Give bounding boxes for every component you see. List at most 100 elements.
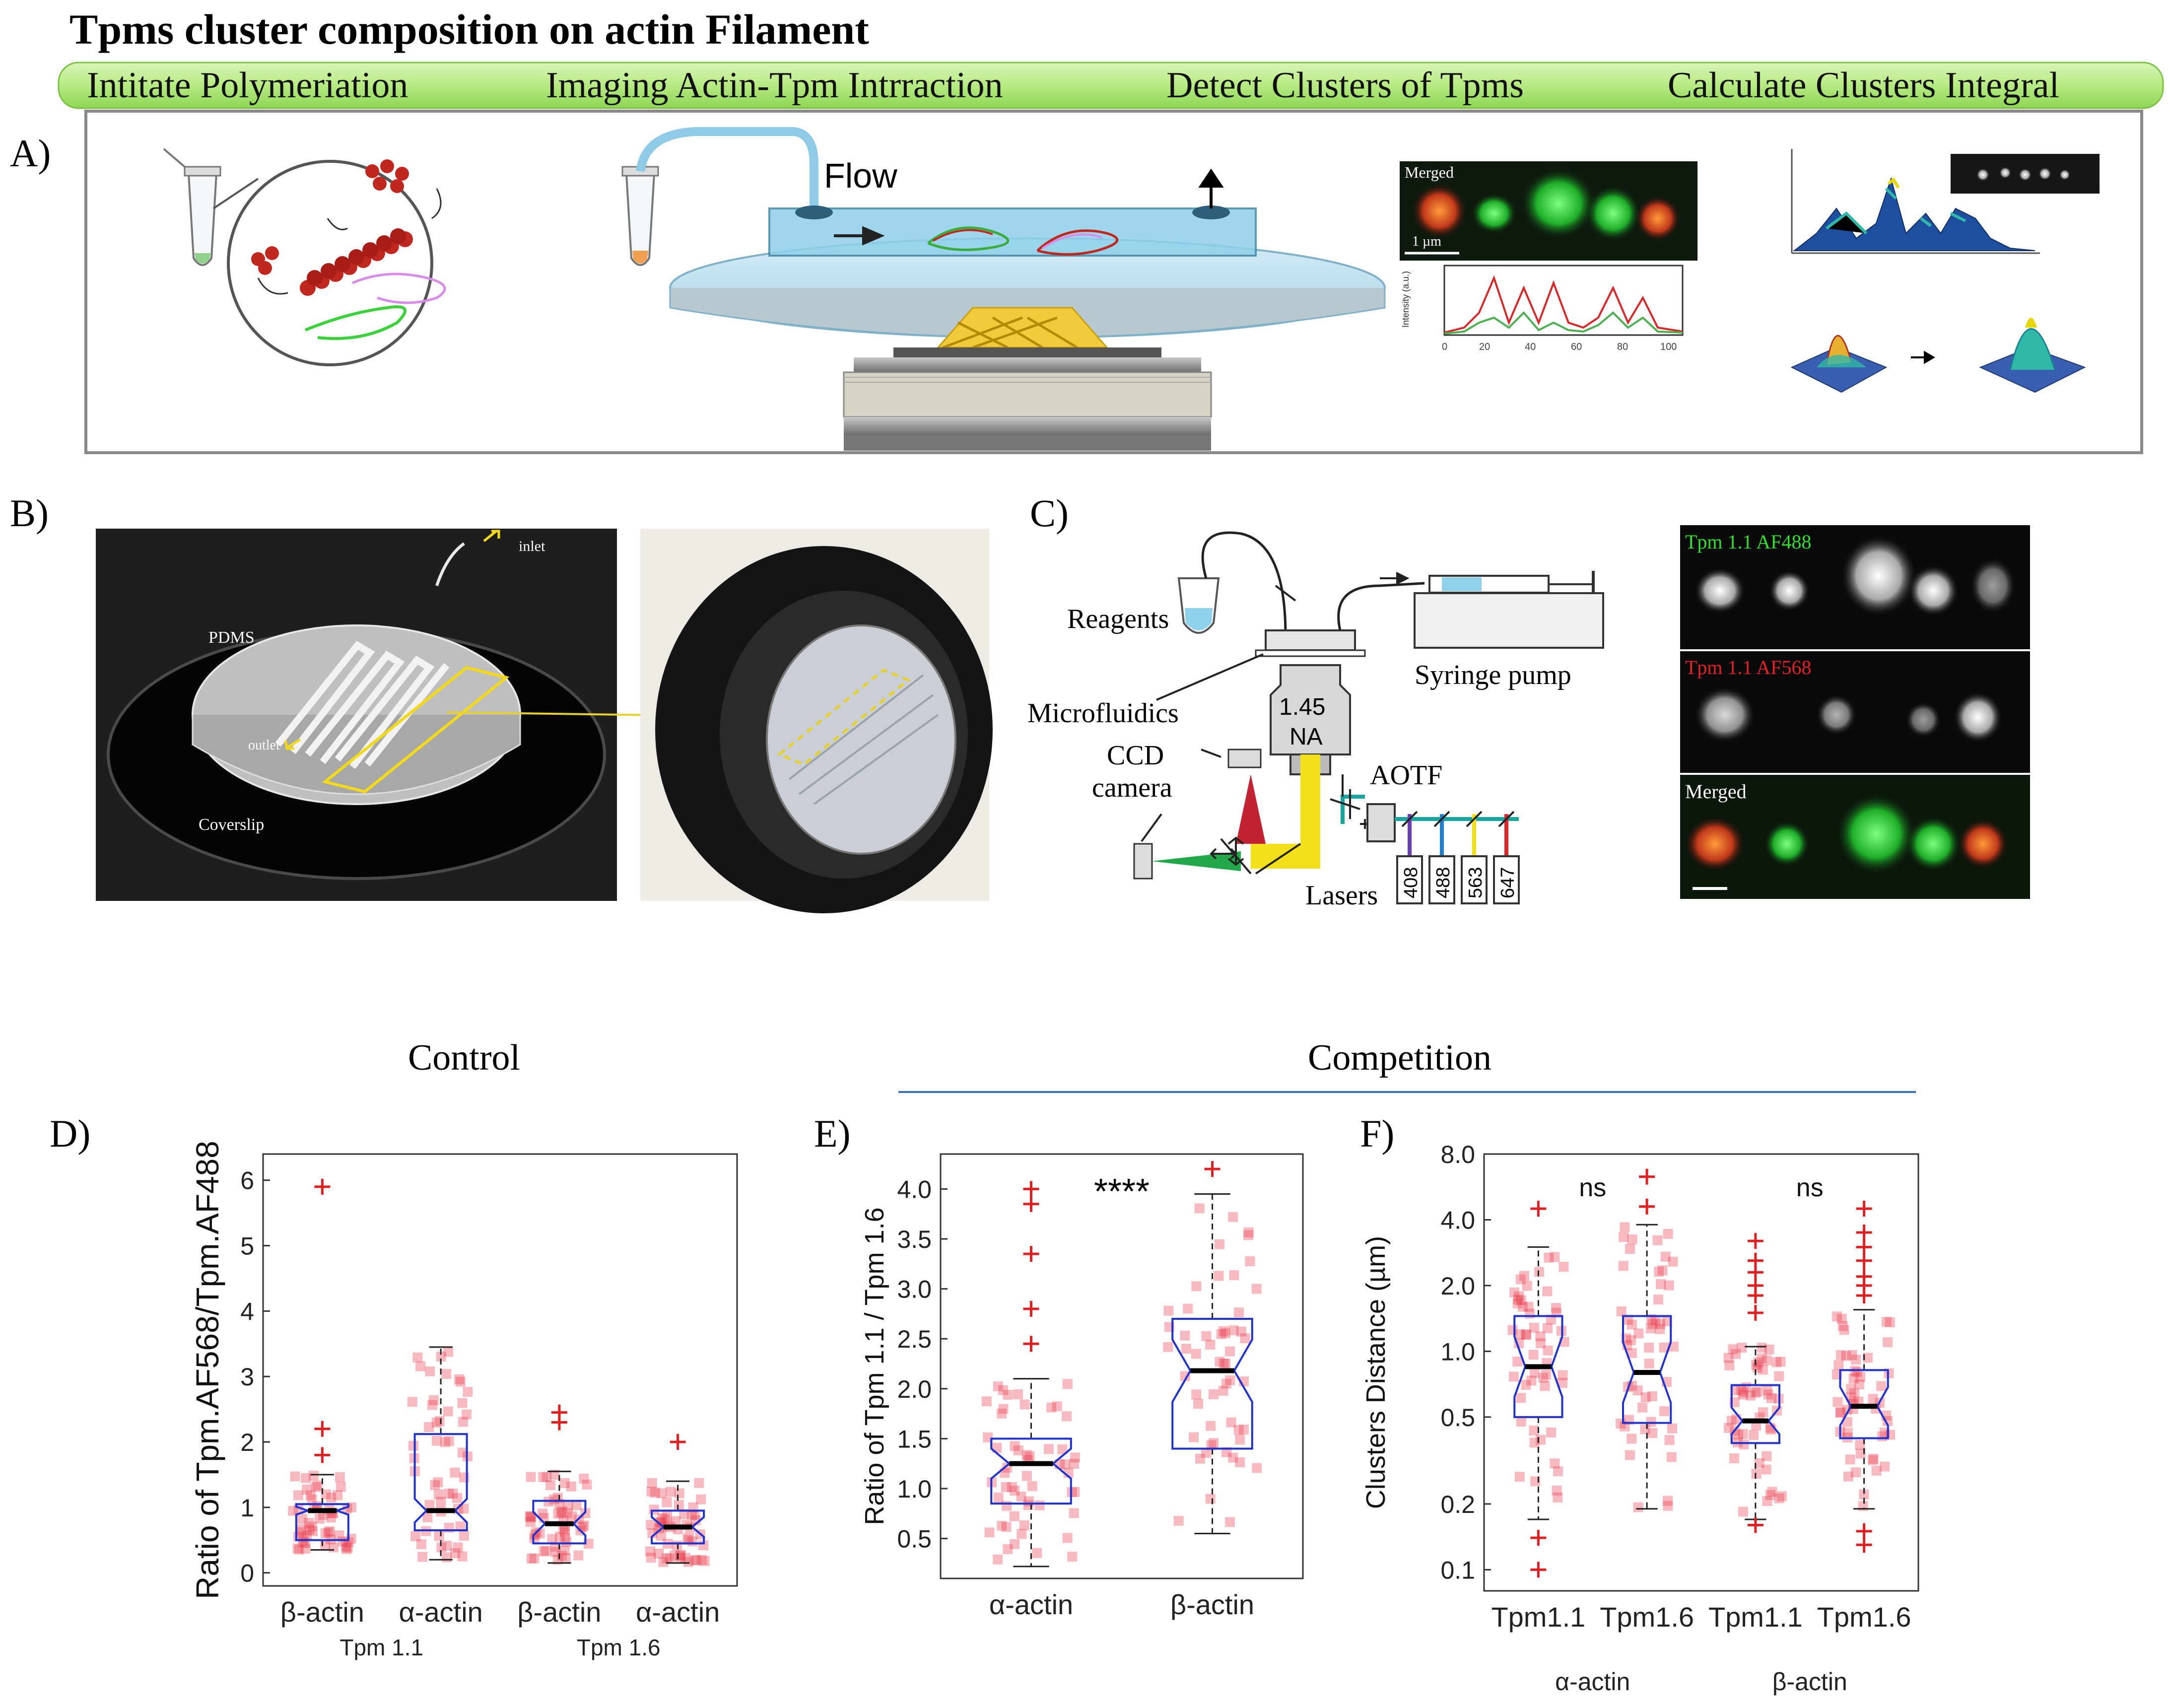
- data-point: [1655, 1279, 1666, 1290]
- data-point: [292, 1543, 303, 1554]
- cluster-spot-green: [1521, 169, 1596, 238]
- box: [1513, 1315, 1563, 1418]
- data-point: [1855, 1371, 1866, 1382]
- data-point: [1839, 1325, 1849, 1335]
- data-point: [457, 1398, 468, 1408]
- actin-filament-icon: [932, 229, 993, 242]
- data-point: [454, 1374, 465, 1384]
- inlet-tubing: [435, 542, 465, 586]
- x-category-label: α-actin: [399, 1596, 482, 1628]
- data-point: [297, 1513, 308, 1524]
- data-point: [573, 1550, 584, 1561]
- data-point: [1062, 1533, 1073, 1543]
- data-point: [1062, 1379, 1073, 1389]
- data-point: [1833, 1360, 1844, 1370]
- data-point: [1016, 1491, 1026, 1502]
- data-point: [1181, 1344, 1192, 1354]
- box: [1730, 1384, 1780, 1444]
- data-point: [689, 1555, 700, 1566]
- data-point: [1219, 1359, 1229, 1369]
- data-point: [557, 1551, 567, 1561]
- data-point: [1243, 1230, 1254, 1240]
- data-point: [1764, 1344, 1774, 1355]
- outlier-marker: [314, 1447, 331, 1463]
- data-point: [342, 1503, 352, 1514]
- aotf-label: AOTF: [1370, 760, 1442, 791]
- data-point: [1512, 1356, 1523, 1366]
- data-point: [1163, 1342, 1173, 1352]
- data-point: [302, 1484, 312, 1495]
- data-point: [1513, 1295, 1523, 1305]
- inlet-arrow-icon: [483, 530, 500, 542]
- data-point: [425, 1366, 435, 1376]
- outlier-marker: [1856, 1288, 1872, 1304]
- data-point: [674, 1500, 684, 1510]
- data-point: [433, 1489, 444, 1500]
- data-point: [1558, 1370, 1568, 1380]
- outlier-marker: [1747, 1288, 1763, 1304]
- data-point: [1215, 1239, 1225, 1249]
- data-point: [561, 1537, 572, 1547]
- data-point: [307, 1521, 317, 1532]
- objective-na-value: 1.45: [1279, 694, 1325, 720]
- significance-label: ****: [1094, 1172, 1150, 1212]
- data-point: [441, 1368, 452, 1379]
- data-point: [1640, 1392, 1651, 1402]
- channel-inlet-hole: [795, 205, 833, 219]
- data-point: [1205, 1494, 1216, 1504]
- beam-green: [1152, 851, 1241, 871]
- channel-488-spots: [1695, 536, 2015, 615]
- data-point: [1183, 1303, 1193, 1314]
- microchannel-icon: [275, 640, 450, 769]
- outlier-marker: [1856, 1239, 1872, 1255]
- data-point: [1221, 1378, 1231, 1389]
- y-tick-label: 1.0: [897, 1475, 932, 1503]
- data-point: [427, 1400, 437, 1410]
- highlight-region: [777, 669, 911, 766]
- pointer-line: [1156, 653, 1264, 701]
- data-point: [1654, 1267, 1664, 1277]
- data-point: [1523, 1301, 1534, 1312]
- data-point: [1646, 1323, 1656, 1334]
- data-point: [550, 1542, 560, 1552]
- box: [990, 1437, 1072, 1505]
- data-point: [559, 1478, 570, 1489]
- data-point: [1551, 1303, 1561, 1313]
- data-point: [656, 1517, 666, 1528]
- data-point: [1848, 1373, 1859, 1384]
- step-2: Imaging Actin-Tpm Intrraction: [546, 65, 1003, 106]
- data-point: [1013, 1389, 1023, 1400]
- y-tick-label: 1: [240, 1494, 254, 1522]
- data-point: [981, 1396, 992, 1407]
- channel-merged-spots: [1685, 794, 2008, 874]
- cluster-spot-green: [1472, 194, 1516, 233]
- channel-merged-label: Merged: [1685, 780, 1747, 803]
- group-label: Tpm 1.6: [577, 1635, 661, 1660]
- data-point: [1854, 1379, 1864, 1390]
- data-point: [1657, 1265, 1668, 1276]
- tpm-filament-pink-icon: [352, 273, 446, 304]
- transform-arrow-icon: [1911, 350, 1935, 364]
- data-point: [450, 1548, 461, 1559]
- data-point: [1070, 1487, 1080, 1497]
- data-point: [1251, 1284, 1262, 1294]
- data-point: [696, 1494, 706, 1504]
- figure-title: Tpms cluster composition on actin Filame…: [69, 5, 869, 53]
- outlet-arrow-icon: [284, 738, 301, 750]
- data-point: [654, 1548, 664, 1559]
- data-point: [1662, 1316, 1672, 1326]
- profile-x-tick: 100: [1660, 342, 1677, 352]
- data-point: [1195, 1453, 1205, 1464]
- data-point: [1877, 1431, 1888, 1441]
- data-point: [664, 1553, 675, 1564]
- data-point: [1618, 1261, 1628, 1271]
- data-point: [407, 1397, 417, 1407]
- data-point: [1057, 1444, 1068, 1454]
- data-point: [645, 1546, 655, 1557]
- data-point: [656, 1488, 667, 1499]
- outlier-marker: [670, 1434, 686, 1450]
- data-point: [1758, 1365, 1768, 1375]
- data-point: [1774, 1371, 1784, 1381]
- data-point: [1757, 1353, 1767, 1364]
- data-point: [662, 1511, 672, 1521]
